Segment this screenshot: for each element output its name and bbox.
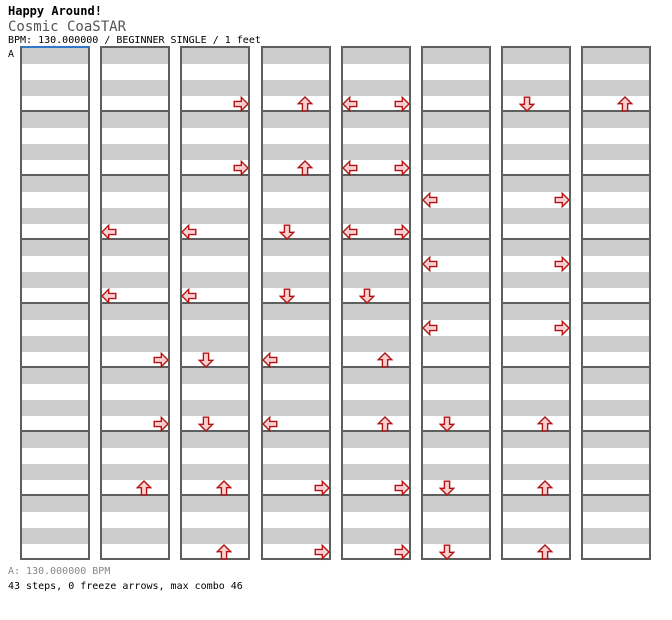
down-arrow-icon <box>438 416 456 432</box>
right-arrow-icon <box>394 223 411 241</box>
right-arrow-icon <box>554 191 571 209</box>
right-arrow-icon <box>394 479 411 497</box>
left-arrow-icon <box>180 287 197 305</box>
up-arrow-icon <box>296 160 314 176</box>
down-arrow-icon <box>197 352 215 368</box>
left-arrow-icon <box>341 159 358 177</box>
up-arrow-icon <box>536 480 554 496</box>
group-title: Happy Around! <box>8 4 102 18</box>
down-arrow-icon <box>358 288 376 304</box>
up-arrow-icon <box>536 544 554 560</box>
left-arrow-icon <box>100 223 117 241</box>
footer-bpm-info: A: 130.000000 BPM <box>8 566 111 577</box>
right-arrow-icon <box>554 255 571 273</box>
right-arrow-icon <box>394 159 411 177</box>
song-title: Cosmic CoaSTAR <box>8 19 127 35</box>
right-arrow-icon <box>314 543 331 561</box>
left-arrow-icon <box>100 287 117 305</box>
up-arrow-icon <box>135 480 153 496</box>
up-arrow-icon <box>376 416 394 432</box>
down-arrow-icon <box>278 224 296 240</box>
left-arrow-icon <box>421 319 438 337</box>
measure-column-5 <box>341 46 411 560</box>
measure-column-2 <box>100 46 170 560</box>
up-arrow-icon <box>376 352 394 368</box>
right-arrow-icon <box>233 159 250 177</box>
down-arrow-icon <box>278 288 296 304</box>
left-arrow-icon <box>341 95 358 113</box>
right-arrow-icon <box>153 415 170 433</box>
up-arrow-icon <box>616 96 634 112</box>
measure-column-3 <box>180 46 250 560</box>
left-arrow-icon <box>261 351 278 369</box>
right-arrow-icon <box>394 543 411 561</box>
down-arrow-icon <box>438 544 456 560</box>
left-arrow-icon <box>261 415 278 433</box>
left-arrow-icon <box>180 223 197 241</box>
chart-info: BPM: 130.000000 / BEGINNER SINGLE / 1 fe… <box>8 35 261 46</box>
right-arrow-icon <box>153 351 170 369</box>
down-arrow-icon <box>518 96 536 112</box>
right-arrow-icon <box>394 95 411 113</box>
measure-column-6 <box>421 46 491 560</box>
right-arrow-icon <box>554 319 571 337</box>
left-arrow-icon <box>421 191 438 209</box>
up-arrow-icon <box>215 544 233 560</box>
measure-column-8 <box>581 46 651 560</box>
measure-column-1 <box>20 46 90 560</box>
up-arrow-icon <box>296 96 314 112</box>
measure-column-7 <box>501 46 571 560</box>
right-arrow-icon <box>233 95 250 113</box>
left-arrow-icon <box>421 255 438 273</box>
left-arrow-icon <box>341 223 358 241</box>
right-arrow-icon <box>314 479 331 497</box>
measure-column-4 <box>261 46 331 560</box>
down-arrow-icon <box>197 416 215 432</box>
footer-step-stats: 43 steps, 0 freeze arrows, max combo 46 <box>8 581 243 592</box>
up-arrow-icon <box>536 416 554 432</box>
down-arrow-icon <box>438 480 456 496</box>
bpm-marker-label: A <box>8 49 15 60</box>
up-arrow-icon <box>215 480 233 496</box>
